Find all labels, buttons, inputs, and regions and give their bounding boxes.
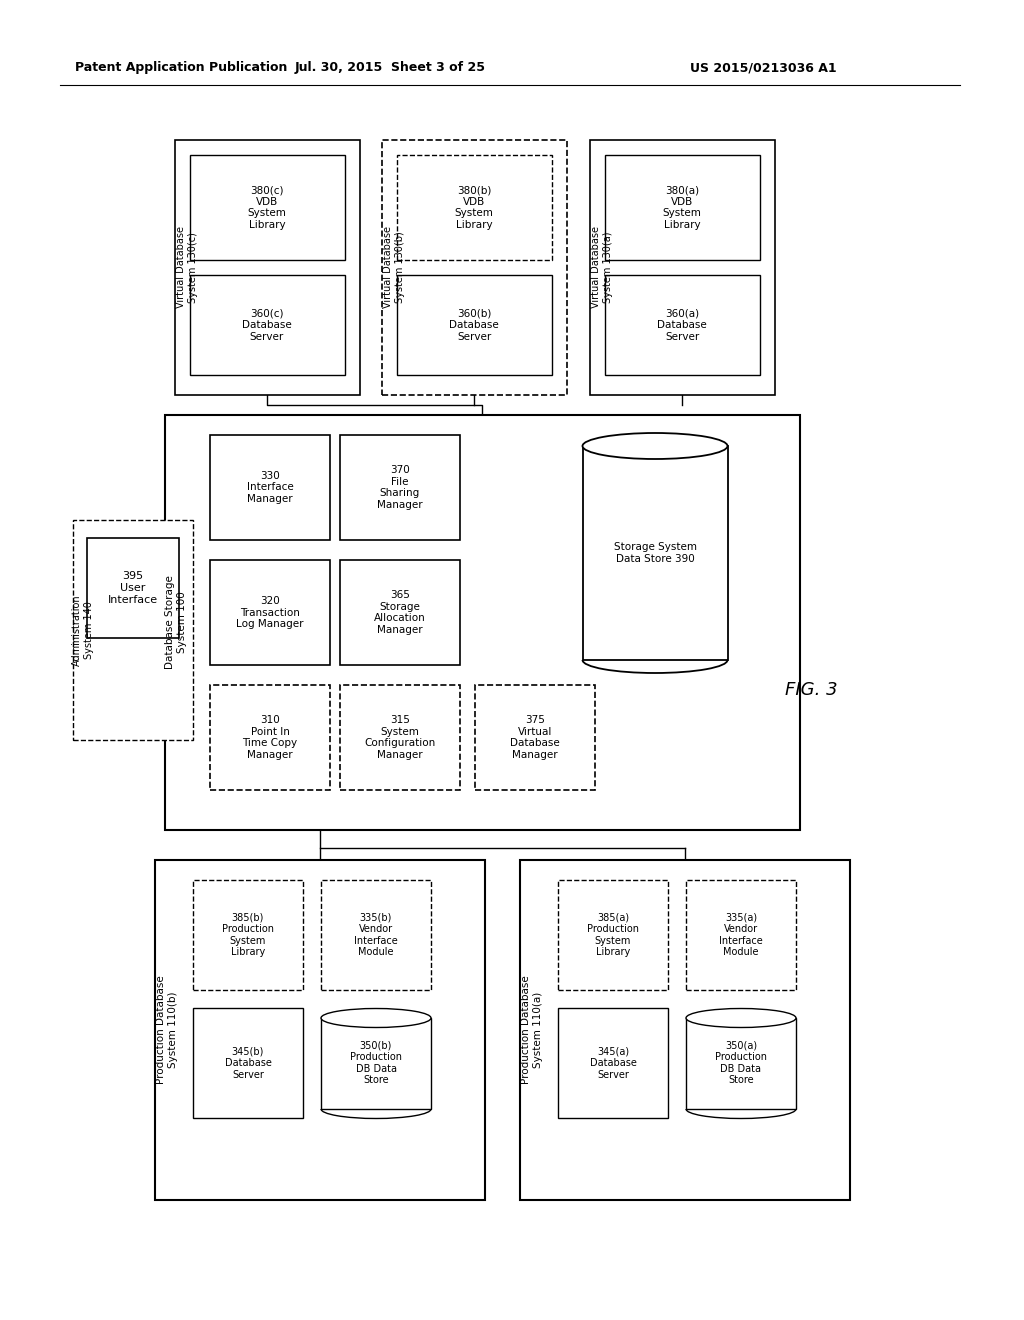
Text: Production Database
System 110(a): Production Database System 110(a) <box>521 975 543 1084</box>
Ellipse shape <box>321 1008 431 1027</box>
FancyBboxPatch shape <box>190 154 345 260</box>
Text: Storage System
Data Store 390: Storage System Data Store 390 <box>613 543 696 564</box>
FancyBboxPatch shape <box>165 414 800 830</box>
FancyBboxPatch shape <box>583 446 728 660</box>
FancyBboxPatch shape <box>605 275 760 375</box>
FancyBboxPatch shape <box>382 140 567 395</box>
FancyBboxPatch shape <box>340 436 460 540</box>
Text: 380(a)
VDB
System
Library: 380(a) VDB System Library <box>663 185 701 230</box>
Text: 365
Storage
Allocation
Manager: 365 Storage Allocation Manager <box>374 590 426 635</box>
FancyBboxPatch shape <box>340 560 460 665</box>
FancyBboxPatch shape <box>605 154 760 260</box>
FancyBboxPatch shape <box>590 140 775 395</box>
Text: 380(b)
VDB
System
Library: 380(b) VDB System Library <box>455 185 494 230</box>
Text: 370
File
Sharing
Manager: 370 File Sharing Manager <box>377 465 423 510</box>
Text: 320
Transaction
Log Manager: 320 Transaction Log Manager <box>237 595 304 630</box>
FancyBboxPatch shape <box>87 539 179 638</box>
FancyBboxPatch shape <box>397 275 552 375</box>
Text: 350(a)
Production
DB Data
Store: 350(a) Production DB Data Store <box>715 1040 767 1085</box>
FancyBboxPatch shape <box>686 1018 796 1109</box>
FancyBboxPatch shape <box>193 1008 303 1118</box>
Ellipse shape <box>686 1008 796 1027</box>
Text: 310
Point In
Time Copy
Manager: 310 Point In Time Copy Manager <box>243 715 298 760</box>
Text: Database Storage
System 100: Database Storage System 100 <box>165 576 186 669</box>
Text: FIG. 3: FIG. 3 <box>785 681 838 700</box>
FancyBboxPatch shape <box>210 685 330 789</box>
Text: 380(c)
VDB
System
Library: 380(c) VDB System Library <box>248 185 287 230</box>
Text: 335(b)
Vendor
Interface
Module: 335(b) Vendor Interface Module <box>354 912 398 957</box>
Text: Patent Application Publication: Patent Application Publication <box>75 62 288 74</box>
FancyBboxPatch shape <box>686 880 796 990</box>
Ellipse shape <box>583 433 727 459</box>
Text: 335(a)
Vendor
Interface
Module: 335(a) Vendor Interface Module <box>719 912 763 957</box>
FancyBboxPatch shape <box>475 685 595 789</box>
Text: 360(a)
Database
Server: 360(a) Database Server <box>657 309 707 342</box>
FancyBboxPatch shape <box>558 880 668 990</box>
FancyBboxPatch shape <box>558 1008 668 1118</box>
Text: 350(b)
Production
DB Data
Store: 350(b) Production DB Data Store <box>350 1040 402 1085</box>
Text: US 2015/0213036 A1: US 2015/0213036 A1 <box>690 62 837 74</box>
FancyBboxPatch shape <box>210 436 330 540</box>
Text: Virtual Database
System 130(b): Virtual Database System 130(b) <box>383 227 404 309</box>
Text: 360(b)
Database
Server: 360(b) Database Server <box>450 309 499 342</box>
Text: 375
Virtual
Database
Manager: 375 Virtual Database Manager <box>510 715 560 760</box>
FancyBboxPatch shape <box>73 520 193 741</box>
FancyBboxPatch shape <box>321 880 431 990</box>
Text: 345(a)
Database
Server: 345(a) Database Server <box>590 1047 637 1080</box>
FancyBboxPatch shape <box>520 861 850 1200</box>
FancyBboxPatch shape <box>175 140 360 395</box>
FancyBboxPatch shape <box>340 685 460 789</box>
Text: 315
System
Configuration
Manager: 315 System Configuration Manager <box>365 715 435 760</box>
FancyBboxPatch shape <box>321 1018 431 1109</box>
Text: 385(b)
Production
System
Library: 385(b) Production System Library <box>222 912 274 957</box>
Text: Virtual Database
System 130(c): Virtual Database System 130(c) <box>176 227 198 309</box>
Text: 360(c)
Database
Server: 360(c) Database Server <box>242 309 292 342</box>
Text: Virtual Database
System 130(a): Virtual Database System 130(a) <box>591 227 612 309</box>
FancyBboxPatch shape <box>193 880 303 990</box>
Text: Jul. 30, 2015  Sheet 3 of 25: Jul. 30, 2015 Sheet 3 of 25 <box>295 62 485 74</box>
FancyBboxPatch shape <box>210 560 330 665</box>
Text: Administration
System 140: Administration System 140 <box>73 594 94 665</box>
Text: 330
Interface
Manager: 330 Interface Manager <box>247 471 293 504</box>
Text: 395
User
Interface: 395 User Interface <box>108 572 158 605</box>
FancyBboxPatch shape <box>397 154 552 260</box>
Text: 385(a)
Production
System
Library: 385(a) Production System Library <box>587 912 639 957</box>
FancyBboxPatch shape <box>190 275 345 375</box>
Text: Production Database
System 110(b): Production Database System 110(b) <box>157 975 178 1084</box>
Text: 345(b)
Database
Server: 345(b) Database Server <box>224 1047 271 1080</box>
FancyBboxPatch shape <box>155 861 485 1200</box>
